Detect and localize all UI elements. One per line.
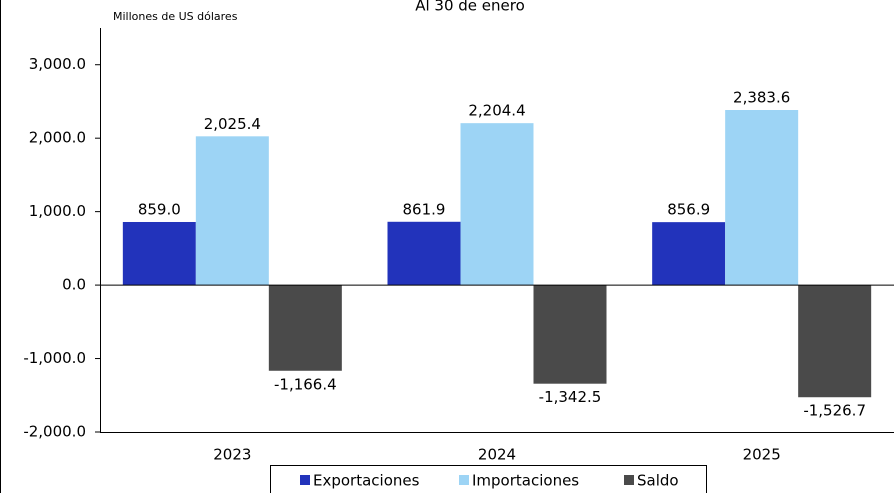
value-label: 856.9 [667,201,710,219]
value-label: 2,204.4 [468,102,525,120]
legend-box [270,465,707,493]
y-tick-label: 3,000.0 [29,55,86,73]
value-label: 859.0 [138,200,181,218]
y-tick-label: -2,000.0 [23,423,86,441]
y-tick-label: 0.0 [62,276,86,294]
x-tick-label: 2025 [743,446,781,464]
value-label: 2,025.4 [204,115,261,133]
legend-label: Saldo [637,472,679,490]
value-label: 861.9 [403,200,446,218]
bar [460,123,534,286]
chart-title: Al 30 de enero [415,0,525,15]
y-axis-label: Millones de US dólares [113,10,238,23]
value-label: -1,526.7 [803,402,866,420]
y-tick-label: -1,000.0 [23,349,86,367]
legend-swatch [624,475,634,485]
bar [122,221,196,286]
value-label: 2,383.6 [733,89,790,107]
bar [652,222,726,286]
bar [387,221,461,286]
y-tick-label: 2,000.0 [29,129,86,147]
bar [268,285,342,371]
bar [533,285,607,384]
legend-swatch [459,475,469,485]
x-tick-label: 2024 [478,446,516,464]
bar [798,285,872,398]
x-tick-label: 2023 [213,446,251,464]
legend-label: Exportaciones [313,472,420,490]
legend-label: Importaciones [472,472,579,490]
legend-swatch [300,475,310,485]
value-label: -1,342.5 [539,388,602,406]
y-tick-label: 1,000.0 [29,202,86,220]
bar [195,136,269,286]
value-label: -1,166.4 [274,375,337,393]
bar [725,110,799,286]
